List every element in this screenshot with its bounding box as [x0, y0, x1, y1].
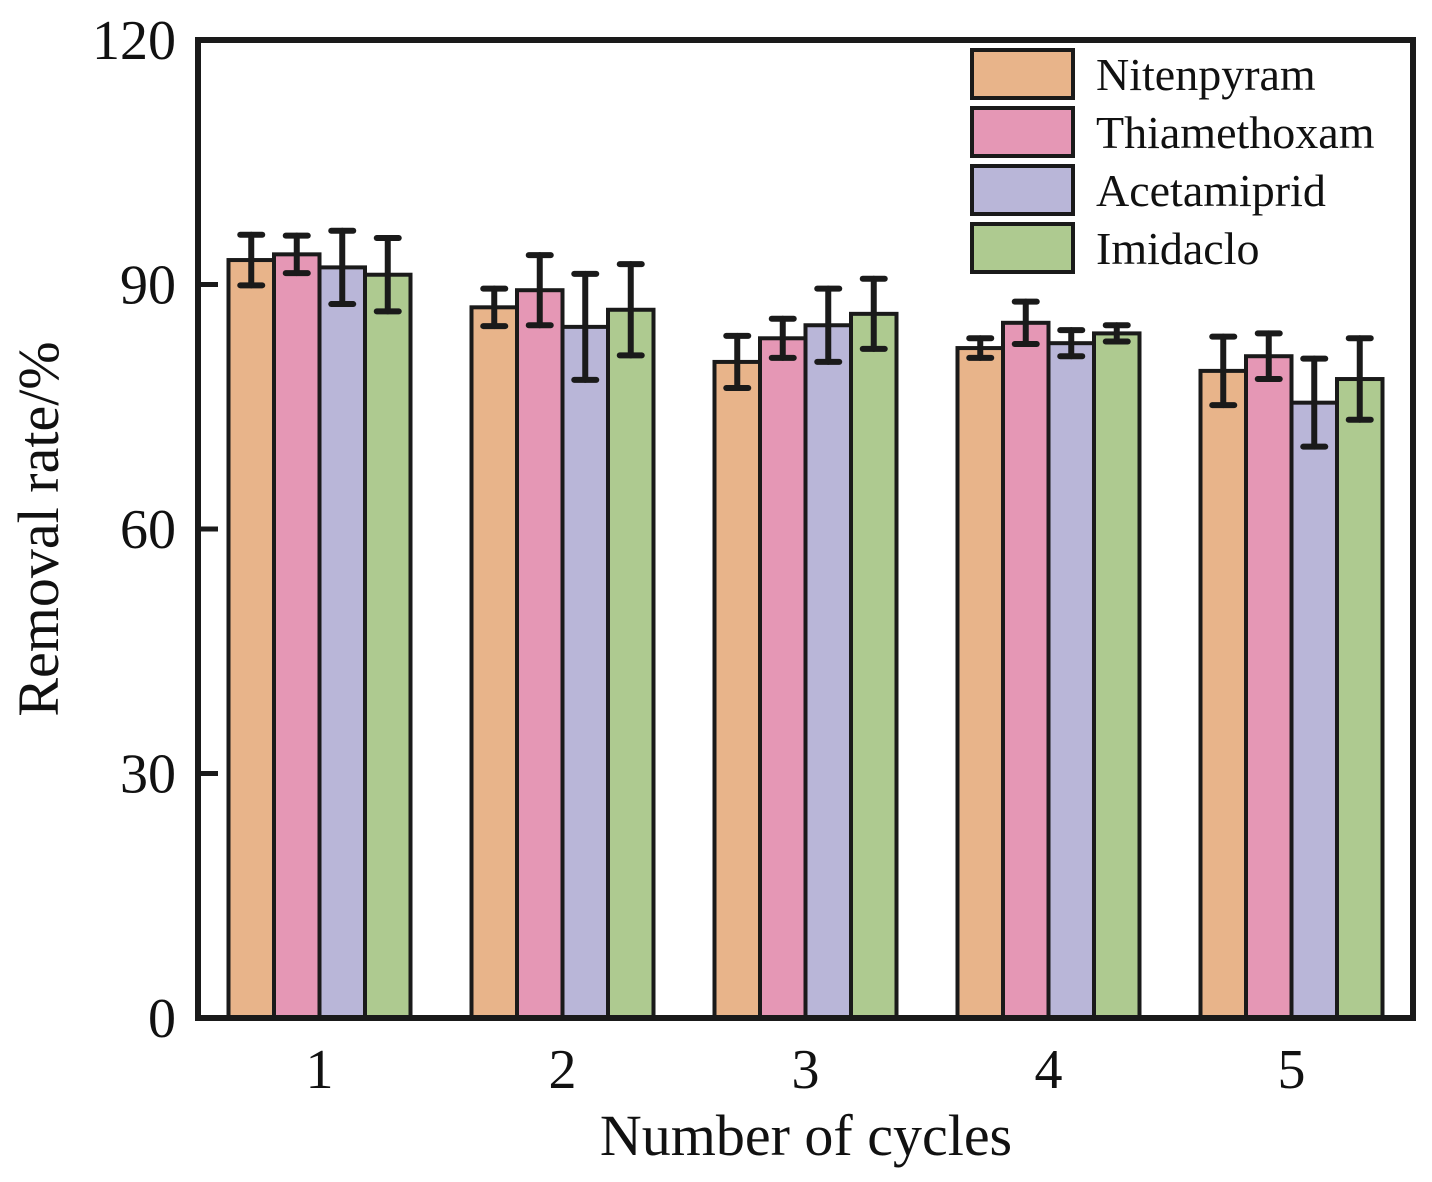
bar-imidaclo-cycle-4	[1092, 331, 1142, 1020]
error-bar-imidaclo-cycle-2	[616, 261, 645, 359]
bar-thiamethoxam-cycle-1	[272, 252, 322, 1021]
error-bar-imidaclo-cycle-5	[1345, 335, 1374, 423]
error-bar-nitenpyram-cycle-2	[480, 285, 509, 330]
bar-nitenpyram-cycle-4	[955, 346, 1005, 1020]
legend-swatch	[970, 48, 1075, 100]
bar-thiamethoxam-cycle-4	[1001, 320, 1051, 1020]
bar-imidaclo-cycle-5	[1335, 377, 1385, 1021]
y-tick-label: 120	[92, 10, 176, 72]
x-tick-label: 2	[549, 1039, 577, 1101]
x-tick-label: 5	[1278, 1039, 1306, 1101]
x-axis-label: Number of cycles	[600, 1103, 1012, 1168]
y-tick-label: 90	[120, 255, 176, 317]
error-bar-thiamethoxam-cycle-5	[1254, 330, 1283, 383]
x-tick-label: 1	[306, 1039, 334, 1101]
legend-label: Nitenpyram	[1096, 49, 1316, 100]
bar-imidaclo-cycle-2	[606, 307, 656, 1020]
legend-swatch	[970, 222, 1075, 274]
x-tick-label: 3	[792, 1039, 820, 1101]
error-bar-acetamiprid-cycle-1	[328, 227, 357, 308]
legend-item-acetamiprid: Acetamiprid	[970, 164, 1326, 216]
bar-acetamiprid-cycle-3	[803, 323, 853, 1020]
error-bar-nitenpyram-cycle-1	[237, 231, 266, 289]
legend-label: Thiamethoxam	[1096, 107, 1375, 158]
error-bar-imidaclo-cycle-3	[859, 275, 888, 352]
legend: Nitenpyram Thiamethoxam Acetamiprid Imidacl…	[970, 48, 1375, 274]
bar-acetamiprid-cycle-4	[1046, 341, 1096, 1020]
error-bar-imidaclo-cycle-1	[373, 235, 402, 315]
bar-thiamethoxam-cycle-2	[515, 288, 565, 1020]
bar-acetamiprid-cycle-5	[1289, 400, 1339, 1020]
x-tick-label: 4	[1035, 1039, 1063, 1101]
error-bar-nitenpyram-cycle-3	[723, 332, 752, 392]
error-bar-acetamiprid-cycle-2	[571, 270, 600, 383]
bar-nitenpyram-cycle-5	[1198, 368, 1248, 1020]
bar-imidaclo-cycle-1	[363, 272, 413, 1021]
bar-nitenpyram-cycle-2	[469, 305, 519, 1020]
legend-label: Imidaclo	[1096, 223, 1260, 274]
error-bar-acetamiprid-cycle-5	[1300, 355, 1329, 450]
error-bar-acetamiprid-cycle-3	[814, 285, 843, 365]
y-axis-label: Removal rate/%	[6, 341, 71, 716]
bar-imidaclo-cycle-3	[849, 311, 899, 1020]
error-bar-thiamethoxam-cycle-4	[1011, 298, 1040, 347]
y-tick-label: 0	[148, 988, 176, 1050]
error-bars-layer	[237, 227, 1374, 450]
bar-thiamethoxam-cycle-3	[758, 336, 808, 1021]
error-bar-thiamethoxam-cycle-3	[768, 315, 797, 361]
legend-swatch	[970, 106, 1075, 158]
error-bar-acetamiprid-cycle-4	[1057, 327, 1086, 360]
bar-thiamethoxam-cycle-5	[1244, 354, 1294, 1021]
error-bar-imidaclo-cycle-4	[1102, 322, 1131, 345]
legend-item-thiamethoxam: Thiamethoxam	[970, 106, 1375, 158]
legend-label: Acetamiprid	[1096, 165, 1326, 216]
legend-swatch	[970, 164, 1075, 216]
y-tick-label: 60	[120, 499, 176, 561]
legend-item-nitenpyram: Nitenpyram	[970, 48, 1316, 100]
bar-acetamiprid-cycle-2	[560, 324, 610, 1020]
error-bar-thiamethoxam-cycle-1	[282, 232, 311, 277]
bar-nitenpyram-cycle-3	[712, 359, 762, 1020]
bars-layer	[226, 252, 1385, 1021]
y-tick-label: 30	[120, 744, 176, 806]
error-bar-nitenpyram-cycle-5	[1209, 333, 1238, 409]
y-axis: 0 30 60 90 120	[92, 10, 218, 1050]
error-bar-thiamethoxam-cycle-2	[525, 252, 554, 329]
x-axis: 1 2 3 4 5	[306, 1039, 1306, 1101]
bar-acetamiprid-cycle-1	[317, 265, 367, 1020]
bar-nitenpyram-cycle-1	[226, 258, 276, 1020]
legend-item-imidaclo: Imidaclo	[970, 222, 1260, 274]
error-bar-nitenpyram-cycle-4	[966, 335, 995, 361]
